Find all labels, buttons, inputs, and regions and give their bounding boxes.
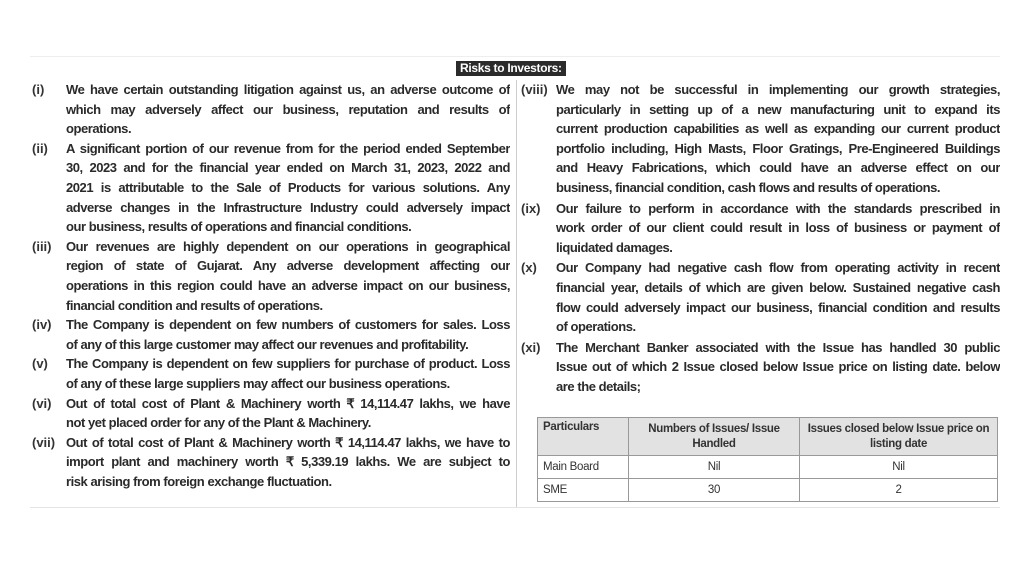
cell-issues-closed-below: 2 — [799, 478, 998, 502]
risk-item-text-line: financial condition and results of opera… — [66, 297, 323, 313]
risk-item-number: (vii) — [32, 434, 56, 450]
risk-item-number: (ix) — [521, 200, 541, 216]
risk-item: (xi) The Merchant Banker associated with … — [521, 338, 1000, 397]
risk-item-text-line: flow could adversely impact our business… — [556, 299, 1000, 315]
risk-item-text-line: not yet placed order for any of the Plan… — [66, 415, 371, 431]
risk-item-text-line: operations in this region could have an … — [66, 277, 510, 293]
risk-item-text-line: 30, 2023 and for the financial year ende… — [66, 160, 510, 176]
risk-item-number: (x) — [521, 260, 537, 276]
risk-item-text-line: A significant portion of our revenue fro… — [66, 140, 510, 156]
risk-item: (vii) Out of total cost of Plant & Machin… — [32, 433, 510, 492]
cell-issues-handled: 30 — [628, 478, 800, 502]
risk-item-text-line: portfolio including, High Masts, Floor G… — [556, 140, 1000, 156]
left-column: (i) We have certain outstanding litigatio… — [32, 80, 510, 491]
risk-item-text-line: We may not be successful in implementing… — [556, 82, 1000, 97]
risk-item-text-line: current production capabilities as well … — [556, 121, 1000, 137]
risk-item-text-line: region of state of Gujarat. Any adverse … — [66, 258, 510, 274]
risk-item: (viii) We may not be successful in implem… — [521, 80, 1000, 198]
risk-item-text-line: of any of this large customer may affect… — [66, 336, 469, 352]
risk-item-number: (iv) — [32, 317, 52, 333]
risk-item-text-line: and Heavy Fabrications, which could have… — [556, 160, 1000, 176]
top-rule — [30, 56, 1000, 57]
risk-item-number: (i) — [32, 82, 45, 97]
risk-item: (iii) Our revenues are highly dependent o… — [32, 237, 510, 315]
risk-item-text-line: Our revenues are highly dependent on our… — [66, 238, 510, 254]
risk-item-text-line: Our failure to perform in accordance wit… — [556, 200, 1000, 216]
risk-item-text-line: particularly in setting up of a new manu… — [556, 101, 1000, 117]
risk-item-text-line: Our Company had negative cash flow from … — [556, 260, 1000, 276]
risk-item-text-line: We have certain outstanding litigation a… — [66, 82, 510, 97]
risk-item-text-line: import plant and machinery worth ₹ 5,339… — [66, 454, 510, 470]
risk-item-text-line: financial year, details of which are giv… — [556, 279, 1000, 295]
risk-item: (i) We have certain outstanding litigatio… — [32, 80, 510, 139]
risk-item-text-line: Issue out of which 2 Issue closed below … — [556, 359, 1000, 375]
risk-item: (ix) Our failure to perform in accordance… — [521, 199, 1000, 258]
risk-item-text-line: The Company is dependent on few numbers … — [66, 317, 510, 333]
risk-item-number: (v) — [32, 356, 48, 372]
risk-item-text-line: The Merchant Banker associated with the … — [556, 339, 1000, 355]
risk-item-number: (vi) — [32, 395, 52, 411]
cell-issues-closed-below: Nil — [799, 455, 998, 479]
risk-item-text-line: The Company is dependent on few supplier… — [66, 356, 510, 372]
cell-particulars: SME — [537, 478, 629, 502]
risk-item-text-line: operations. — [66, 121, 132, 137]
risk-item-text-line: which may adversely affect our business,… — [66, 101, 510, 117]
risk-item-text-line: risk arising from foreign exchange fluct… — [66, 473, 332, 489]
risk-item-number: (xi) — [521, 339, 541, 355]
table-row: SME 30 2 — [537, 478, 998, 502]
risk-item-text-line: of operations. — [556, 319, 636, 335]
risk-item-text-line: Out of total cost of Plant & Machinery w… — [66, 434, 510, 450]
risk-item-text-line: liquidated damages. — [556, 239, 673, 255]
cell-particulars: Main Board — [537, 455, 629, 479]
risk-item-text-line: adverse changes in the Infrastructure In… — [66, 199, 510, 215]
column-divider — [516, 80, 517, 507]
risk-item: (ii) A significant portion of our revenue… — [32, 139, 510, 237]
right-column: (viii) We may not be successful in implem… — [521, 80, 1000, 398]
risk-item-text-line: 2021 is attributable to the Sale of Prod… — [66, 179, 510, 195]
issues-table: Particulars Numbers of Issues/ Issue Han… — [537, 417, 998, 502]
risk-item-text-line: our business, results of operations and … — [66, 219, 412, 235]
header-issues-handled: Numbers of Issues/ Issue Handled — [628, 417, 800, 456]
bottom-rule — [30, 507, 1000, 508]
cell-issues-handled: Nil — [628, 455, 800, 479]
header-issues-closed-below: Issues closed below Issue price on listi… — [799, 417, 998, 456]
risk-item: (iv) The Company is dependent on few numb… — [32, 315, 510, 354]
risk-item: (x) Our Company had negative cash flow fr… — [521, 258, 1000, 336]
risk-item-text-line: work order of our client could result in… — [556, 220, 1000, 236]
risk-item: (vi) Out of total cost of Plant & Machine… — [32, 394, 510, 433]
risk-item-text-line: are the details; — [556, 378, 641, 394]
risk-item-text-line: Out of total cost of Plant & Machinery w… — [66, 395, 510, 411]
risk-item-number: (ii) — [32, 140, 48, 156]
risk-item-number: (viii) — [521, 82, 548, 97]
risk-item-text-line: of any of these large suppliers may affe… — [66, 375, 450, 391]
table-header-row: Particulars Numbers of Issues/ Issue Han… — [537, 417, 998, 456]
risk-item: (v) The Company is dependent on few suppl… — [32, 354, 510, 393]
table-row: Main Board Nil Nil — [537, 455, 998, 479]
section-title: Risks to Investors: — [456, 61, 566, 76]
header-particulars: Particulars — [537, 417, 629, 456]
risk-item-number: (iii) — [32, 238, 52, 254]
risk-item-text-line: business, financial condition, cash flow… — [556, 179, 941, 195]
